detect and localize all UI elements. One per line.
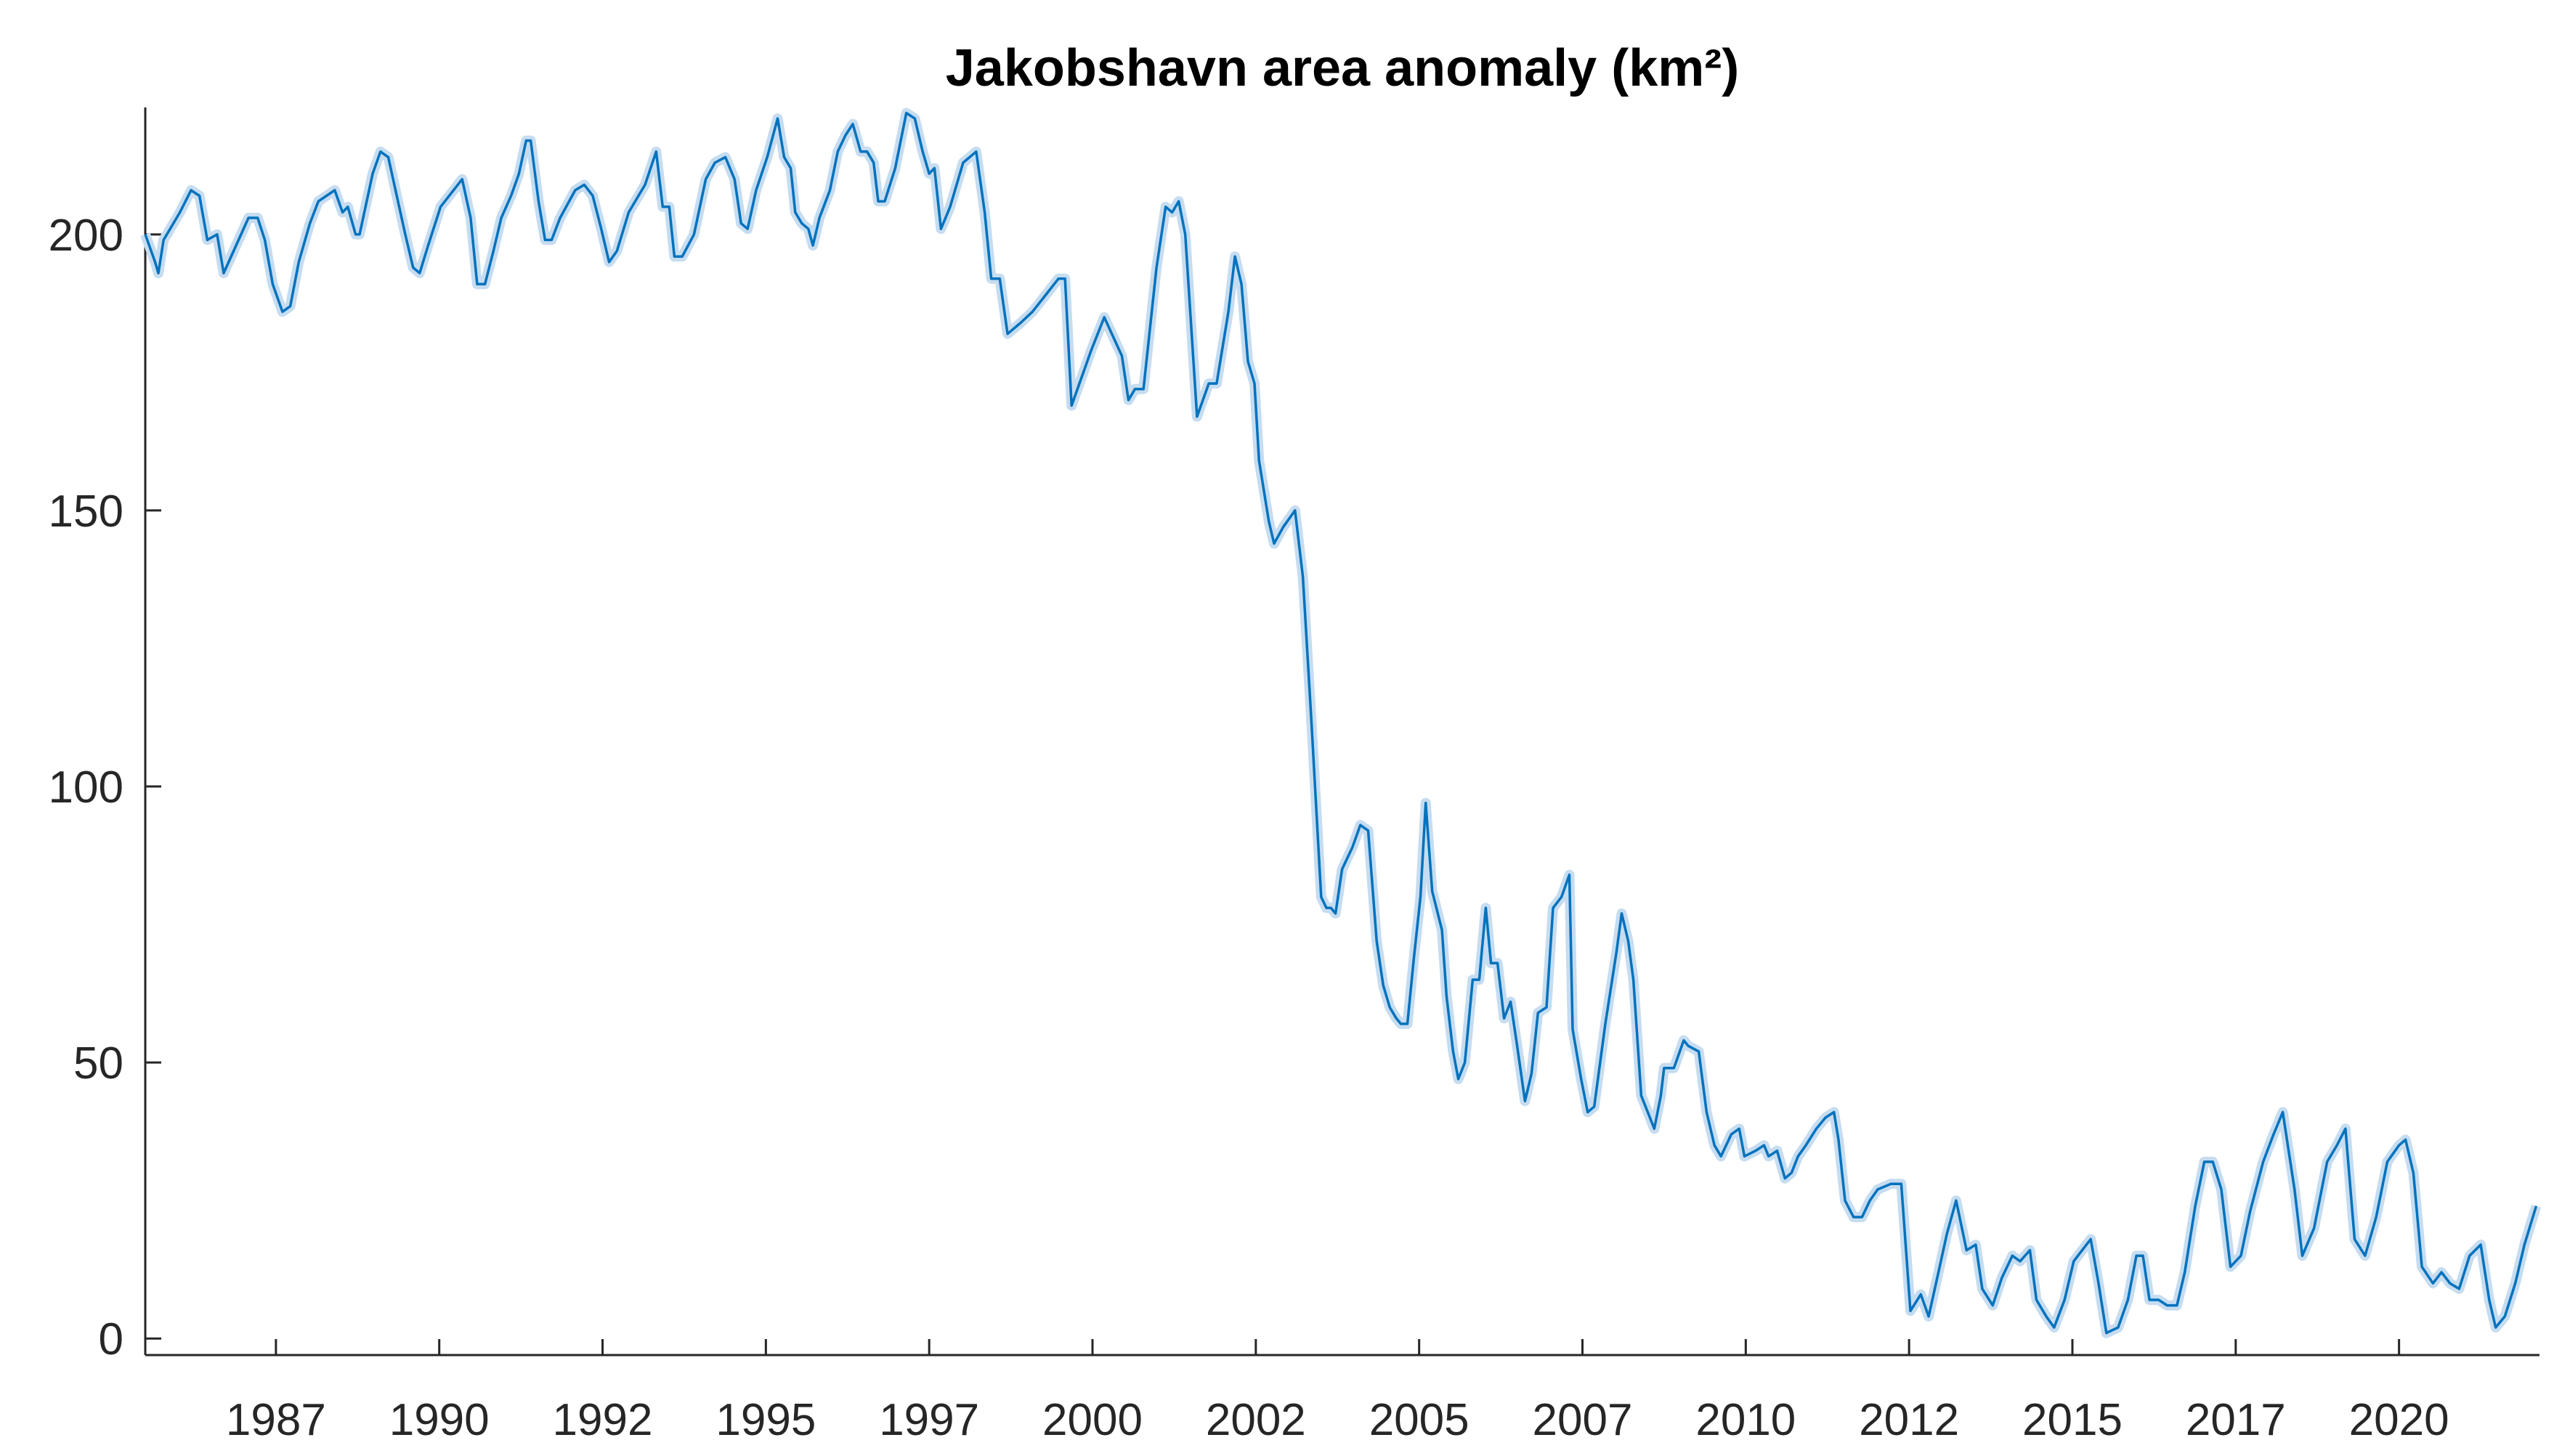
confidence-band	[140, 107, 2542, 1338]
y-tick-label: 0	[99, 1314, 123, 1365]
y-tick-label: 150	[49, 487, 123, 537]
x-tick-label: 1997	[879, 1395, 979, 1445]
y-tick-label: 100	[49, 762, 123, 813]
x-tick-label: 2005	[1369, 1395, 1469, 1445]
x-tick-label: 2015	[2022, 1395, 2123, 1445]
x-tick-label: 2010	[1695, 1395, 1796, 1445]
x-tick-label: 2020	[2349, 1395, 2449, 1445]
x-tick-label: 2012	[1859, 1395, 1959, 1445]
x-tick-label: 1990	[389, 1395, 490, 1445]
x-tick-label: 2017	[2186, 1395, 2286, 1445]
x-tick-label: 2007	[1533, 1395, 1633, 1445]
x-tick-label: 1995	[715, 1395, 816, 1445]
x-tick-label: 1992	[553, 1395, 653, 1445]
y-tick-label: 50	[73, 1038, 123, 1089]
y-tick-label: 200	[49, 211, 123, 261]
line	[144, 111, 2538, 1335]
x-tick-label: 2000	[1042, 1395, 1143, 1445]
x-tick-label: 1987	[226, 1395, 326, 1445]
chart-title: Jakobshavn area anomaly (km²)	[946, 39, 1739, 97]
x-tick-label: 2002	[1206, 1395, 1306, 1445]
